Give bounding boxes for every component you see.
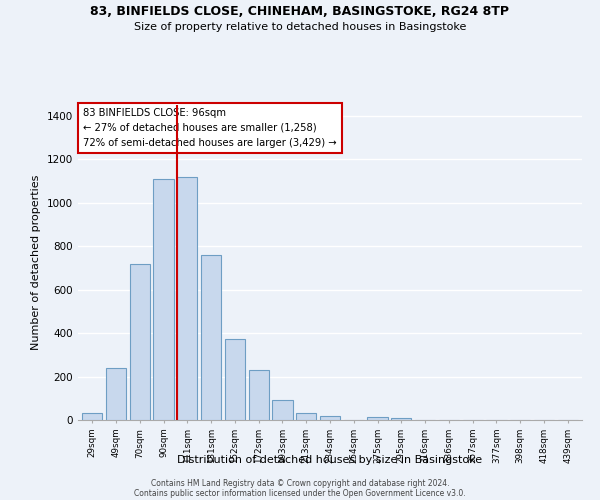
Text: 83 BINFIELDS CLOSE: 96sqm
← 27% of detached houses are smaller (1,258)
72% of se: 83 BINFIELDS CLOSE: 96sqm ← 27% of detac… (83, 108, 337, 148)
Bar (367, 416, 388, 420)
Bar (272, 400, 293, 420)
Text: 83, BINFIELDS CLOSE, CHINEHAM, BASINGSTOKE, RG24 8TP: 83, BINFIELDS CLOSE, CHINEHAM, BASINGSTO… (91, 5, 509, 18)
Bar (248, 370, 269, 420)
Text: Contains public sector information licensed under the Open Government Licence v3: Contains public sector information licen… (134, 488, 466, 498)
Bar (320, 416, 340, 420)
Bar (225, 338, 245, 420)
Y-axis label: Number of detached properties: Number of detached properties (31, 175, 41, 350)
Bar (296, 414, 316, 420)
Bar (106, 368, 126, 420)
Bar (201, 255, 221, 420)
Bar (130, 264, 150, 420)
Bar (154, 179, 173, 420)
Bar (391, 418, 412, 420)
Bar (82, 414, 103, 420)
Text: Distribution of detached houses by size in Basingstoke: Distribution of detached houses by size … (178, 455, 482, 465)
Text: Size of property relative to detached houses in Basingstoke: Size of property relative to detached ho… (134, 22, 466, 32)
Bar (177, 176, 197, 420)
Text: Contains HM Land Registry data © Crown copyright and database right 2024.: Contains HM Land Registry data © Crown c… (151, 478, 449, 488)
